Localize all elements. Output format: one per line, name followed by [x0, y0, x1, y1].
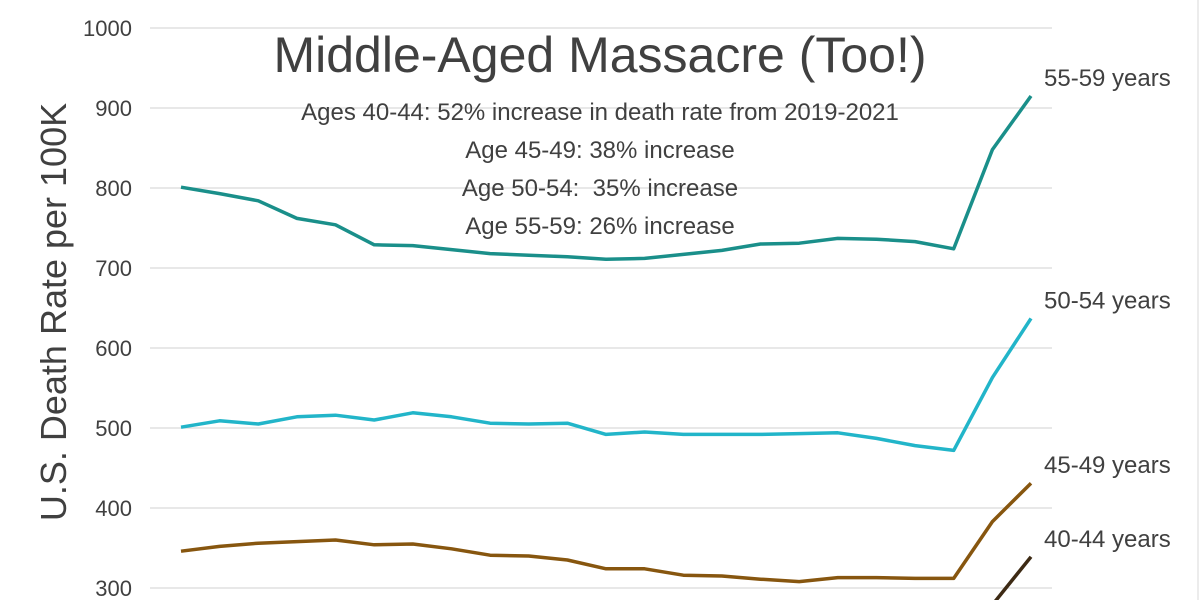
y-tick-label: 400	[95, 496, 132, 521]
series-label: 50-54 years	[1044, 287, 1171, 314]
y-tick-label: 900	[95, 96, 132, 121]
chart-title: Middle-Aged Massacre (Too!)	[273, 27, 926, 83]
y-tick-label: 700	[95, 256, 132, 281]
series-line-40-44-years	[992, 557, 1031, 600]
series-label: 40-44 years	[1044, 526, 1171, 553]
annotation-line-4: Age 55-59: 26% increase	[465, 213, 735, 240]
series-labels: 55-59 years 50-54 years 45-49 years 40-44 y…	[1044, 65, 1171, 553]
y-tick-label: 600	[95, 336, 132, 361]
y-tick-label: 300	[95, 576, 132, 600]
y-tick-labels: 300 400 500 600 700 800 900 1000	[83, 16, 132, 600]
y-tick-label: 1000	[83, 16, 132, 41]
series-line-45-49-years	[181, 483, 1031, 581]
series-label: 45-49 years	[1044, 452, 1171, 479]
series-line-50-54-years	[181, 318, 1031, 450]
y-tick-label: 800	[95, 176, 132, 201]
annotation-line-2: Age 45-49: 38% increase	[465, 137, 735, 164]
series-label: 55-59 years	[1044, 65, 1171, 92]
annotation-line-1: Ages 40-44: 52% increase in death rate f…	[301, 99, 899, 126]
y-tick-label: 500	[95, 416, 132, 441]
y-axis-label: U.S. Death Rate per 100K	[33, 103, 74, 521]
annotation-line-3: Age 50-54: 35% increase	[462, 175, 738, 202]
